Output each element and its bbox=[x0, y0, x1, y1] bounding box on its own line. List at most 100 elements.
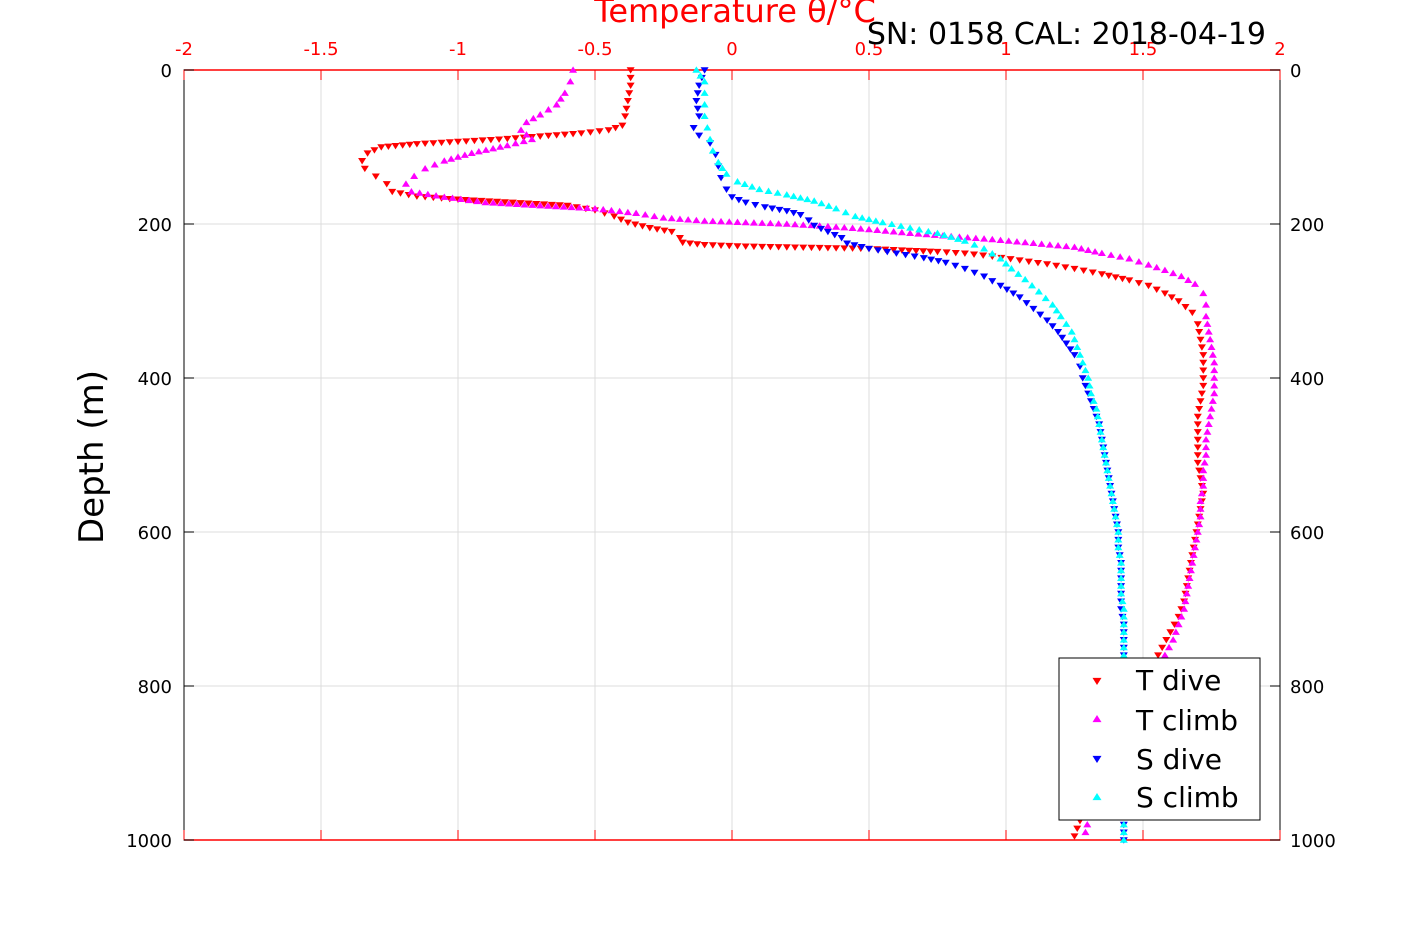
data-point bbox=[1116, 253, 1125, 260]
data-point bbox=[675, 235, 684, 242]
data-point bbox=[1029, 305, 1038, 313]
data-point bbox=[650, 212, 659, 220]
data-point bbox=[926, 248, 935, 256]
data-point bbox=[456, 195, 465, 203]
data-point bbox=[659, 214, 668, 221]
data-point bbox=[970, 241, 979, 248]
data-point bbox=[566, 77, 575, 85]
data-point bbox=[741, 218, 750, 226]
data-point bbox=[595, 128, 604, 135]
data-point bbox=[599, 205, 608, 213]
y-tick-label-right: 600 bbox=[1290, 523, 1324, 544]
data-point bbox=[1195, 467, 1204, 474]
data-point bbox=[1119, 643, 1128, 651]
data-point bbox=[1200, 459, 1209, 466]
legend: T dive T climb S dive S climb bbox=[1058, 657, 1261, 821]
data-point bbox=[881, 227, 890, 234]
data-point bbox=[1203, 428, 1212, 435]
data-point bbox=[1193, 413, 1202, 421]
x-tick-label: -0.5 bbox=[577, 39, 612, 60]
data-point bbox=[423, 190, 432, 198]
data-point bbox=[733, 243, 742, 250]
data-point bbox=[1085, 382, 1094, 389]
data-point bbox=[927, 256, 936, 264]
data-point bbox=[1144, 282, 1153, 290]
y-tick-label-left: 800 bbox=[138, 677, 172, 698]
data-point bbox=[536, 111, 545, 118]
data-point bbox=[516, 200, 525, 207]
data-point bbox=[1089, 397, 1098, 404]
data-point bbox=[1088, 269, 1097, 276]
data-point bbox=[626, 82, 635, 89]
data-point bbox=[1207, 405, 1216, 412]
data-point bbox=[951, 249, 960, 257]
data-point bbox=[775, 206, 784, 214]
data-point bbox=[520, 201, 529, 208]
data-point bbox=[1024, 258, 1033, 266]
data-point bbox=[607, 206, 616, 214]
data-point bbox=[631, 221, 640, 228]
data-point bbox=[789, 210, 798, 217]
data-point bbox=[440, 157, 449, 164]
data-point bbox=[1185, 574, 1194, 581]
data-point bbox=[1028, 282, 1037, 289]
data-point bbox=[1199, 289, 1208, 297]
data-point bbox=[714, 158, 723, 166]
data-point bbox=[740, 180, 749, 188]
data-point bbox=[684, 216, 693, 223]
data-point bbox=[1184, 582, 1193, 589]
data-point bbox=[892, 250, 901, 257]
data-point bbox=[1193, 429, 1202, 436]
data-point bbox=[1170, 621, 1179, 628]
y-tick-label-left: 1000 bbox=[126, 831, 172, 852]
data-point bbox=[1199, 359, 1208, 367]
data-point bbox=[1125, 255, 1134, 262]
x-tick-label: -1.5 bbox=[303, 39, 338, 60]
data-point bbox=[1171, 628, 1180, 635]
data-point bbox=[1199, 466, 1208, 474]
data-point bbox=[622, 105, 631, 113]
data-point bbox=[522, 131, 531, 138]
data-point bbox=[623, 98, 632, 105]
data-point bbox=[462, 138, 471, 145]
data-point bbox=[1160, 651, 1169, 658]
data-point bbox=[1054, 329, 1063, 336]
x-tick-label: 1.5 bbox=[1129, 39, 1158, 60]
data-point bbox=[1196, 505, 1205, 512]
data-point bbox=[1021, 238, 1030, 246]
data-point bbox=[1174, 620, 1183, 628]
data-point bbox=[1091, 248, 1100, 255]
data-point bbox=[1134, 258, 1143, 265]
data-point bbox=[865, 245, 873, 253]
data-point bbox=[1048, 301, 1057, 308]
data-point bbox=[547, 201, 556, 209]
data-point bbox=[954, 235, 963, 242]
data-point bbox=[1193, 444, 1202, 451]
data-point bbox=[906, 224, 915, 231]
data-point bbox=[478, 137, 487, 144]
data-point bbox=[1199, 482, 1208, 489]
data-point bbox=[493, 198, 502, 206]
data-point bbox=[700, 217, 709, 224]
data-point bbox=[421, 164, 430, 172]
data-point bbox=[960, 265, 969, 273]
series-t-climb bbox=[401, 66, 1219, 836]
data-point bbox=[848, 224, 857, 231]
legend-entry-s-dive: S dive bbox=[1136, 743, 1222, 776]
data-point bbox=[1119, 620, 1128, 628]
data-point bbox=[810, 222, 819, 230]
legend-entry-t-climb: T climb bbox=[1135, 704, 1238, 737]
data-point bbox=[1191, 280, 1200, 287]
data-point bbox=[851, 212, 860, 220]
data-point bbox=[708, 242, 717, 249]
data-point bbox=[741, 243, 750, 250]
data-point bbox=[536, 133, 545, 140]
data-point bbox=[858, 214, 867, 221]
data-point bbox=[382, 181, 391, 188]
data-point bbox=[1021, 275, 1030, 283]
data-point bbox=[1022, 300, 1031, 307]
data-point bbox=[1210, 382, 1219, 389]
data-point bbox=[718, 164, 727, 171]
data-point bbox=[1184, 276, 1193, 284]
data-point bbox=[1107, 489, 1116, 497]
